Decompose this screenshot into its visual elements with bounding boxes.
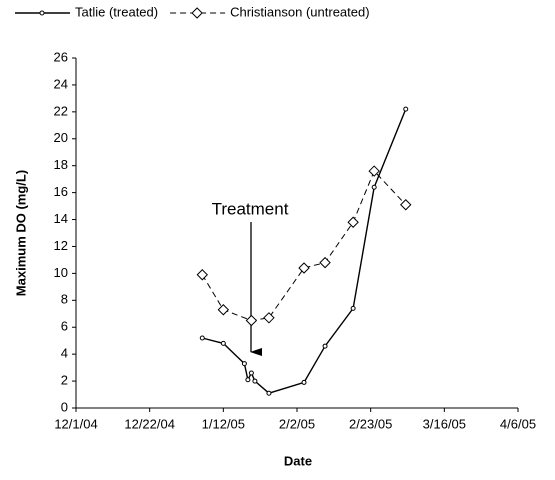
y-tick-label: 6 <box>61 319 68 334</box>
y-axis-label: Maximum DO (mg/L) <box>13 170 28 296</box>
point-marker <box>196 269 208 281</box>
point-marker <box>403 106 409 112</box>
y-tick-label: 2 <box>61 373 68 388</box>
point-marker <box>298 262 310 274</box>
point-marker <box>350 305 356 311</box>
point-marker <box>319 256 331 269</box>
annotation: Treatment <box>212 199 289 218</box>
y-tick-label: 4 <box>61 346 68 361</box>
legend-marker <box>191 7 203 19</box>
y-tick-label: 18 <box>54 157 68 172</box>
legend-label: Christianson (untreated) <box>230 4 369 19</box>
point-marker <box>252 378 258 384</box>
y-tick-label: 14 <box>54 211 68 226</box>
x-tick-label: 12/22/04 <box>124 416 175 431</box>
y-tick-label: 12 <box>54 238 68 253</box>
x-tick-label: 12/1/04 <box>54 416 97 431</box>
point-marker <box>322 343 328 349</box>
series-line <box>201 170 407 322</box>
point-marker <box>220 340 226 346</box>
y-tick-label: 0 <box>61 399 68 414</box>
y-tick-label: 16 <box>54 184 68 199</box>
y-tick-label: 8 <box>61 292 68 307</box>
point-marker <box>368 165 380 177</box>
x-axis-label: Date <box>284 453 312 468</box>
point-marker <box>248 370 254 376</box>
legend-label: Tatlie (treated) <box>75 4 158 19</box>
x-tick-label: 3/16/05 <box>423 416 466 431</box>
x-tick-label: 2/23/05 <box>349 416 392 431</box>
y-tick-label: 20 <box>54 130 68 145</box>
y-tick-label: 22 <box>54 103 68 118</box>
x-tick-label: 4/6/05 <box>500 416 536 431</box>
point-marker <box>245 377 251 383</box>
legend-marker <box>39 10 45 16</box>
point-marker <box>241 361 247 367</box>
y-tick-label: 26 <box>54 49 68 64</box>
point-marker <box>199 335 205 341</box>
point-marker <box>263 312 275 324</box>
point-marker <box>266 390 272 396</box>
point-marker <box>217 304 230 316</box>
series-line <box>202 108 407 394</box>
point-marker <box>301 379 307 385</box>
point-marker <box>245 314 258 327</box>
point-marker <box>347 216 359 228</box>
x-tick-label: 1/12/05 <box>202 416 245 431</box>
point-marker <box>400 199 412 211</box>
y-tick-label: 24 <box>54 76 68 91</box>
point-marker <box>371 184 377 190</box>
x-tick-label: 2/2/05 <box>279 416 315 431</box>
y-tick-label: 10 <box>54 265 68 280</box>
